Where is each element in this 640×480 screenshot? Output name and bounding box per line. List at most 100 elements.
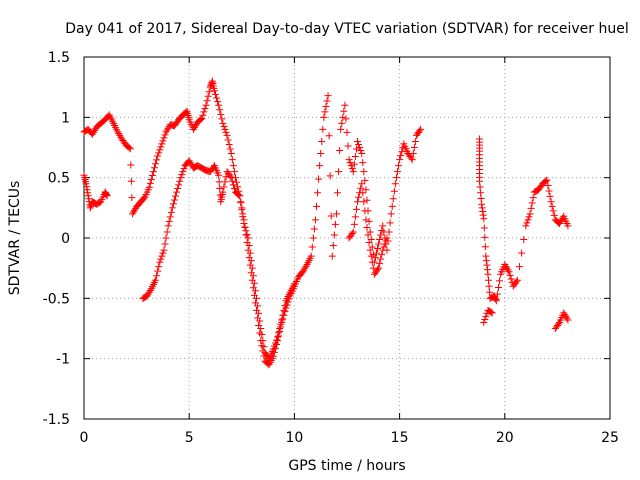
data-point	[362, 216, 370, 224]
data-point-interp	[374, 245, 382, 253]
data-point	[543, 176, 551, 184]
data-point	[482, 252, 490, 260]
data-point	[476, 177, 484, 185]
data-point	[219, 188, 227, 196]
data-point-interp	[416, 127, 424, 135]
data-point	[257, 325, 265, 332]
data-point-interp	[388, 202, 396, 210]
data-point-interp	[378, 251, 386, 259]
data-point-interp	[359, 189, 367, 197]
y-tick-label: -1	[56, 352, 70, 368]
data-point-interp	[363, 223, 371, 231]
data-point	[307, 252, 315, 260]
data-point	[354, 137, 362, 145]
data-point-interp	[153, 272, 161, 280]
data-point-interp	[302, 262, 310, 270]
data-point	[349, 168, 357, 176]
data-point	[547, 198, 555, 206]
data-point-interp	[234, 183, 242, 191]
data-point-interp	[155, 149, 163, 157]
data-point-interp	[360, 168, 368, 176]
data-point-interp	[347, 162, 355, 170]
data-point	[362, 186, 370, 194]
data-point	[173, 188, 181, 196]
data-point	[202, 101, 210, 109]
data-point-interp	[87, 202, 95, 210]
data-point-interp	[554, 320, 562, 328]
data-point-interp	[524, 216, 532, 224]
data-point-interp	[389, 195, 397, 203]
data-point-interp	[220, 183, 228, 191]
data-point	[219, 119, 227, 127]
data-point-interp	[164, 124, 172, 132]
data-point-interp	[224, 136, 232, 144]
data-point-interp	[520, 236, 528, 244]
x-axis-label: GPS time / hours	[288, 458, 405, 474]
data-point	[177, 174, 185, 182]
data-point	[345, 156, 353, 164]
data-point-interp	[273, 336, 281, 344]
data-point-interp	[397, 152, 405, 160]
data-point-interp	[281, 308, 289, 316]
data-point	[227, 174, 235, 182]
data-point	[379, 222, 387, 230]
data-point	[240, 220, 248, 228]
data-point-interp	[380, 243, 388, 251]
data-point-interp	[163, 126, 171, 134]
data-point-interp	[350, 220, 358, 228]
x-tick-label: 5	[185, 430, 194, 446]
data-point-interp	[376, 236, 384, 244]
data-point-interp	[259, 337, 267, 345]
data-point	[560, 309, 568, 317]
data-point-interp	[275, 329, 283, 337]
data-point-interp	[352, 205, 360, 213]
data-point-interp	[561, 311, 569, 319]
data-point	[513, 276, 521, 284]
data-point-interp	[170, 196, 178, 204]
data-point-interp	[228, 177, 236, 185]
data-point-interp	[281, 302, 289, 310]
data-point	[396, 156, 404, 164]
data-point-interp	[348, 165, 356, 173]
data-point-interp	[343, 128, 351, 136]
data-point	[84, 192, 92, 200]
data-point-interp	[146, 286, 154, 294]
data-point-interp	[152, 160, 160, 168]
data-point-interp	[146, 179, 154, 187]
data-point-interp	[323, 97, 331, 105]
data-point-interp	[325, 132, 333, 140]
data-point-interp	[161, 240, 169, 248]
data-point-interp	[180, 165, 188, 173]
data-point-interp	[359, 159, 367, 167]
data-point	[332, 210, 340, 218]
data-point	[227, 150, 235, 158]
x-tick-label: 20	[496, 430, 514, 446]
data-point-interp	[361, 177, 369, 185]
series-2	[80, 157, 572, 363]
data-point-interp	[84, 189, 92, 197]
data-point-interp	[89, 128, 97, 136]
data-point-interp	[342, 115, 350, 123]
data-point	[156, 258, 164, 266]
data-point-interp	[158, 252, 166, 260]
data-point-interp	[410, 144, 418, 151]
data-point-interp	[558, 216, 566, 224]
data-point-interp	[481, 243, 489, 251]
data-point-interp	[276, 325, 284, 332]
data-point-interp	[563, 314, 571, 322]
data-point	[349, 228, 357, 236]
data-point-interp	[562, 312, 570, 320]
data-point	[215, 171, 223, 179]
data-point-interp	[312, 202, 320, 210]
data-point-interp	[125, 144, 133, 152]
data-point	[236, 192, 244, 200]
data-point-interp	[365, 239, 373, 247]
data-point-interp	[218, 115, 226, 123]
data-point-interp	[154, 267, 162, 275]
data-point-interp	[372, 249, 380, 257]
data-point	[278, 316, 286, 324]
data-point-interp	[213, 94, 221, 102]
data-point	[488, 309, 496, 317]
data-point-interp	[230, 185, 238, 193]
data-point-interp	[481, 315, 489, 323]
